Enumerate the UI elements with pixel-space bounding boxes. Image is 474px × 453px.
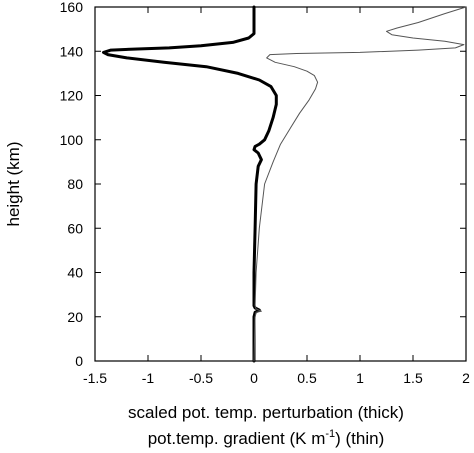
x-tick-label: 0.5 (297, 370, 317, 386)
x-tick-label: -1 (142, 370, 155, 386)
x-tick-label: 1 (356, 370, 364, 386)
y-tick-label: 80 (67, 176, 83, 192)
y-tick-label: 20 (67, 309, 83, 325)
x-tick-label: -1.5 (83, 370, 107, 386)
x-axis-title-line1: scaled pot. temp. perturbation (thick) (128, 403, 404, 422)
x-axis-title-line2-pre: pot.temp. gradient (K m (148, 429, 326, 448)
x-tick-label: -0.5 (189, 370, 213, 386)
y-tick-label: 140 (60, 43, 84, 59)
x-tick-label: 0 (250, 370, 258, 386)
x-axis-title-line2-sup: -1 (325, 428, 335, 440)
series-line-thin (253, 6, 467, 362)
x-axis-title-line2-post: ) (thin) (335, 429, 384, 448)
y-axis-title: height (km) (4, 141, 23, 226)
y-tick-label: 160 (60, 0, 84, 15)
series-line-thick (102, 5, 278, 363)
y-tick-label: 60 (67, 220, 83, 236)
y-tick-label: 120 (60, 88, 84, 104)
y-tick-label: 40 (67, 265, 83, 281)
x-tick-label: 2 (462, 370, 470, 386)
x-tick-label: 1.5 (403, 370, 423, 386)
y-tick-label: 100 (60, 132, 84, 148)
y-tick-label: 0 (75, 353, 83, 369)
x-axis-title-line2: pot.temp. gradient (K m-1) (thin) (148, 428, 385, 448)
